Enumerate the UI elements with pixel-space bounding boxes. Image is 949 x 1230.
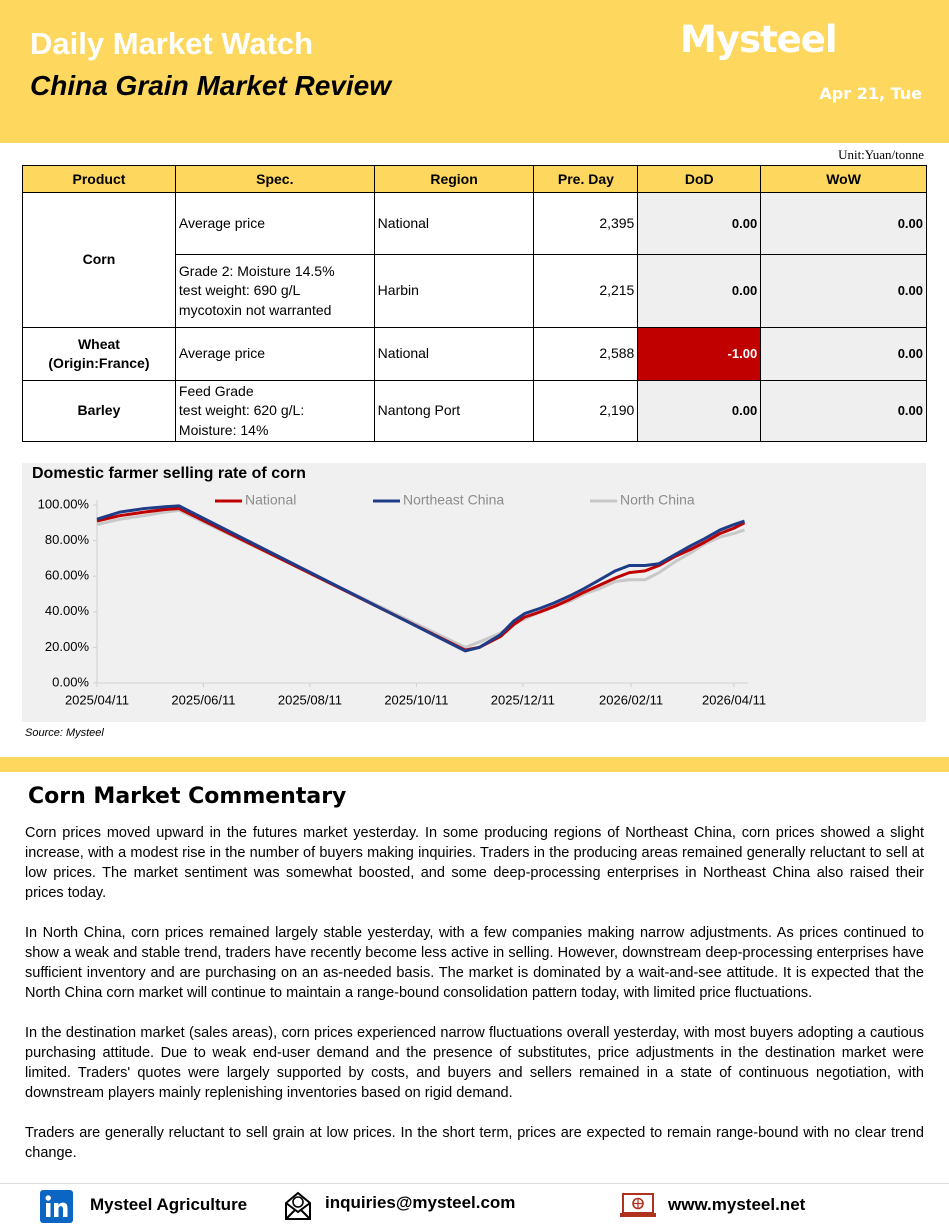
- legend-label: National: [245, 492, 296, 508]
- pre-day-cell: 2,190: [533, 380, 639, 442]
- column-header: Product: [22, 165, 176, 193]
- spec-cell: Average price: [174, 192, 375, 255]
- web-icon: [620, 1193, 656, 1217]
- cell-line: Wheat: [77, 335, 120, 352]
- x-tick-label: 2026/04/11: [702, 692, 766, 707]
- product-cell: Wheat (Origin:France): [22, 327, 176, 381]
- cell-line: Corn: [82, 251, 116, 268]
- divider-band: [0, 757, 949, 772]
- spec-cell: Feed Grade test weight: 620 g/L: Moisture:…: [174, 380, 375, 442]
- paragraph: In North China, corn prices remained lar…: [25, 925, 924, 1001]
- column-header: Spec.: [174, 165, 375, 193]
- contact: Mysteel Agriculture: [90, 1195, 248, 1214]
- cell-line: Average price: [178, 214, 266, 231]
- region-cell: Harbin: [373, 254, 535, 328]
- cell-line: test weight: 620 g/L:: [178, 402, 305, 419]
- cell-line: mycotoxin not warranted: [178, 301, 332, 318]
- pre-day-cell: 2,588: [533, 327, 639, 381]
- x-tick-label: 2025/08/11: [278, 692, 342, 707]
- y-tick-label: 100.00%: [38, 496, 90, 511]
- y-tick-label: 0.00%: [52, 674, 89, 689]
- column-header: Pre. Day: [533, 165, 639, 193]
- x-tick-label: 2025/04/11: [65, 692, 129, 707]
- column-header: WoW: [760, 165, 927, 193]
- email-icon: [285, 1191, 311, 1220]
- subtitle: China Grain Market Review: [30, 70, 392, 101]
- cell-line: test weight: 690 g/L: [178, 282, 301, 299]
- y-tick-label: 60.00%: [45, 568, 90, 583]
- column-header: Region: [373, 165, 535, 193]
- table-row: Wheat (Origin:France) Average price Nationa…: [22, 327, 927, 381]
- linkedin-icon: [40, 1190, 73, 1223]
- cell-line: Feed Grade: [178, 382, 254, 399]
- table-row: Grade 2: Moisture 14.5% test weight: 690 …: [23, 254, 927, 328]
- y-tick-label: 40.00%: [45, 603, 90, 618]
- cell-line: (Origin:France): [48, 355, 150, 371]
- date: Apr 21, Tue: [819, 84, 922, 103]
- cell-line: Barley: [77, 402, 121, 419]
- paragraph: Corn prices moved upward in the futures …: [25, 825, 924, 901]
- footer: [0, 1183, 949, 1230]
- series-line: [96, 504, 745, 653]
- x-tick-label: 2025/10/11: [384, 692, 448, 707]
- dod-cell: 0.00: [637, 254, 762, 328]
- region-cell: National: [373, 192, 535, 255]
- chart-title: Domestic farmer selling rate of corn: [32, 465, 306, 482]
- x-tick-label: 2026/02/11: [599, 692, 663, 707]
- header-band: [0, 0, 949, 143]
- x-tick-label: 2025/12/11: [491, 692, 555, 707]
- table-row: Barley Feed Grade test weight: 620 g/L: Moi…: [22, 380, 927, 442]
- wow-cell: 0.00: [760, 327, 927, 381]
- wow-cell: 0.00: [760, 380, 927, 442]
- chart: Domestic farmer selling rate of corn Sou…: [22, 463, 926, 739]
- spec-cell: Grade 2: Moisture 14.5% test weight: 690 …: [174, 254, 375, 328]
- y-tick-label: 80.00%: [45, 532, 90, 547]
- dod-cell: 0.00: [637, 192, 762, 255]
- unit: Unit:Yuan/tonne: [838, 147, 924, 162]
- spec-cell: Average price: [174, 327, 375, 381]
- contact: www.mysteel.net: [668, 1195, 806, 1214]
- section-heading: Corn Market Commentary: [28, 784, 347, 809]
- cell-line: Average price: [178, 345, 266, 362]
- paragraph: Traders are generally reluctant to sell …: [25, 1125, 924, 1161]
- product-cell: Corn: [22, 192, 176, 328]
- paragraph: In the destination market (sales areas),…: [25, 1025, 924, 1101]
- wow-cell: 0.00: [760, 192, 927, 255]
- price-table: Product Spec. Region Pre. Day DoD WoW Corn Ave…: [22, 165, 927, 442]
- contact: inquiries@mysteel.com: [325, 1193, 516, 1212]
- commentary: Corn prices moved upward in the futures …: [25, 823, 924, 1183]
- column-header: DoD: [637, 165, 762, 193]
- product-cell: Barley: [22, 380, 176, 442]
- pre-day-cell: 2,395: [533, 192, 639, 255]
- title: Daily Market Watch: [30, 26, 314, 61]
- legend-label: North China: [620, 492, 695, 508]
- cell-line: Moisture: 14%: [178, 421, 269, 438]
- region-cell: Nantong Port: [373, 380, 535, 442]
- legend-label: Northeast China: [403, 492, 504, 508]
- dod-cell: 0.00: [637, 380, 762, 442]
- table-row: Corn Average price National 2,395 0.00 0.00: [22, 192, 927, 328]
- series-line: [96, 508, 745, 649]
- region-cell: National: [373, 327, 535, 381]
- brand-logo: Mysteel: [680, 18, 838, 61]
- x-tick-label: 2025/06/11: [171, 692, 235, 707]
- pre-day-cell: 2,215: [533, 254, 639, 328]
- header-row: Product Spec. Region Pre. Day DoD WoW: [22, 165, 927, 193]
- series-line: [96, 507, 746, 652]
- y-tick-label: 20.00%: [45, 639, 90, 654]
- wow-cell: 0.00: [760, 254, 927, 328]
- cell-line: Grade 2: Moisture 14.5%: [178, 262, 335, 279]
- source: Source: Mysteel: [25, 727, 104, 739]
- dod-cell: -1.00: [637, 327, 762, 381]
